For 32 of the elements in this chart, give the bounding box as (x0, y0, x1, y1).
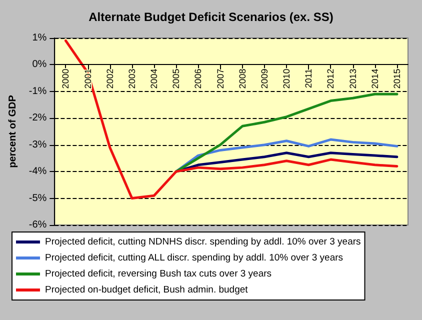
x-tick-label: 2007 (215, 68, 226, 89)
x-tick-label: 2009 (259, 68, 270, 89)
y-tick-label: -4% (28, 166, 47, 178)
x-tick-label: 2001 (82, 68, 93, 89)
y-tick-label: -1% (28, 86, 47, 97)
legend-label: Projected deficit, reversing Bush tax cuts over 3 years (45, 268, 272, 280)
y-axis-title: percent of GDP (8, 94, 18, 168)
y-tick-label: 0% (32, 59, 47, 70)
x-tick-label: 2002 (104, 68, 115, 89)
x-tick-label: 2010 (282, 68, 292, 89)
x-tick-label: 2000 (60, 68, 71, 89)
x-tick-label: 2005 (171, 68, 182, 89)
line-series (174, 92, 398, 173)
x-tick-label: 2003 (126, 68, 137, 89)
y-tick-label: -2% (28, 112, 47, 124)
x-tick-label: 2004 (149, 68, 160, 89)
x-tick-label: 2006 (193, 68, 204, 89)
x-tick-label: 2015 (392, 68, 402, 89)
legend-label: Projected deficit, cutting NDNHS discr. spending by addl. 10% over 3 years (45, 236, 362, 248)
x-tick-label: 2012 (326, 68, 336, 89)
y-tick-label: -3% (28, 139, 47, 150)
legend-label: Projected on-budget deficit, Bush admin. budget (45, 284, 248, 296)
chart-title: Alternate Budget Deficit Scenarios (ex. SS) (88, 10, 334, 24)
x-tick-label: 2013 (348, 68, 358, 89)
x-tick-label: 2011 (304, 68, 314, 88)
y-tick-label: 1% (32, 32, 47, 44)
y-tick-label: -5% (28, 192, 47, 204)
legend-label: Projected deficit, cutting ALL discr. spending by addl. 10% over 3 years (45, 252, 344, 264)
line-series (64, 39, 398, 200)
x-tick-label: 2014 (370, 68, 380, 89)
y-tick-label: -6% (28, 220, 47, 230)
x-tick-label: 2008 (237, 68, 248, 89)
